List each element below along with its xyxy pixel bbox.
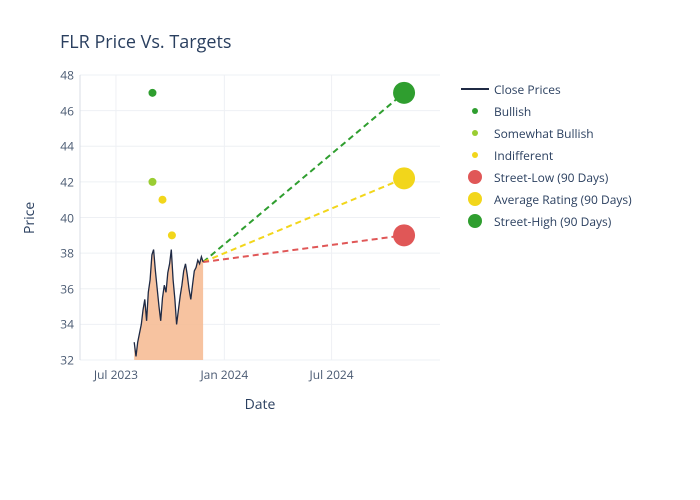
legend-label: Bullish [494, 103, 531, 120]
legend-item[interactable]: Street-Low (90 Days) [460, 168, 632, 186]
plot-area: 323436384042444648 Jul 2023Jan 2024Jul 2… [80, 75, 440, 360]
legend-label: Somewhat Bullish [494, 125, 594, 142]
plot-svg [80, 75, 440, 360]
legend-item[interactable]: Somewhat Bullish [460, 124, 632, 142]
y-tick: 42 [60, 173, 80, 190]
legend-label: Average Rating (90 Days) [494, 191, 632, 208]
x-tick: Jul 2023 [94, 360, 138, 383]
legend-item[interactable]: Street-High (90 Days) [460, 212, 632, 230]
y-tick: 34 [60, 316, 80, 333]
chart-title: FLR Price Vs. Targets [60, 30, 231, 54]
legend-item[interactable]: Indifferent [460, 146, 632, 164]
legend-swatch [460, 192, 490, 206]
y-axis-label: Price [20, 75, 40, 360]
legend-swatch [460, 214, 490, 228]
y-tick: 46 [60, 102, 80, 119]
legend: Close Prices Bullish Somewhat Bullish Indif… [460, 80, 632, 234]
legend-swatch [460, 170, 490, 184]
legend-label: Street-High (90 Days) [494, 213, 611, 230]
y-tick: 44 [60, 138, 80, 155]
legend-swatch [460, 108, 490, 114]
y-tick: 32 [60, 352, 80, 369]
legend-swatch [460, 152, 490, 158]
legend-swatch [460, 88, 490, 90]
x-tick: Jul 2024 [309, 360, 353, 383]
legend-item[interactable]: Bullish [460, 102, 632, 120]
chart-container: FLR Price Vs. Targets Price 323436384042… [0, 0, 700, 500]
grid-layer [80, 75, 440, 360]
legend-swatch [460, 130, 490, 136]
x-axis-label: Date [80, 395, 440, 414]
analyst-points-layer [148, 89, 175, 240]
y-tick: 38 [60, 245, 80, 262]
projections-layer [203, 93, 404, 262]
legend-label: Street-Low (90 Days) [494, 169, 608, 186]
legend-item[interactable]: Close Prices [460, 80, 632, 98]
y-tick: 48 [60, 67, 80, 84]
legend-label: Close Prices [494, 81, 561, 98]
y-tick: 40 [60, 209, 80, 226]
target-markers-layer [393, 82, 415, 247]
legend-label: Indifferent [494, 147, 553, 164]
legend-item[interactable]: Average Rating (90 Days) [460, 190, 632, 208]
x-tick: Jan 2024 [200, 360, 248, 383]
y-tick: 36 [60, 280, 80, 297]
